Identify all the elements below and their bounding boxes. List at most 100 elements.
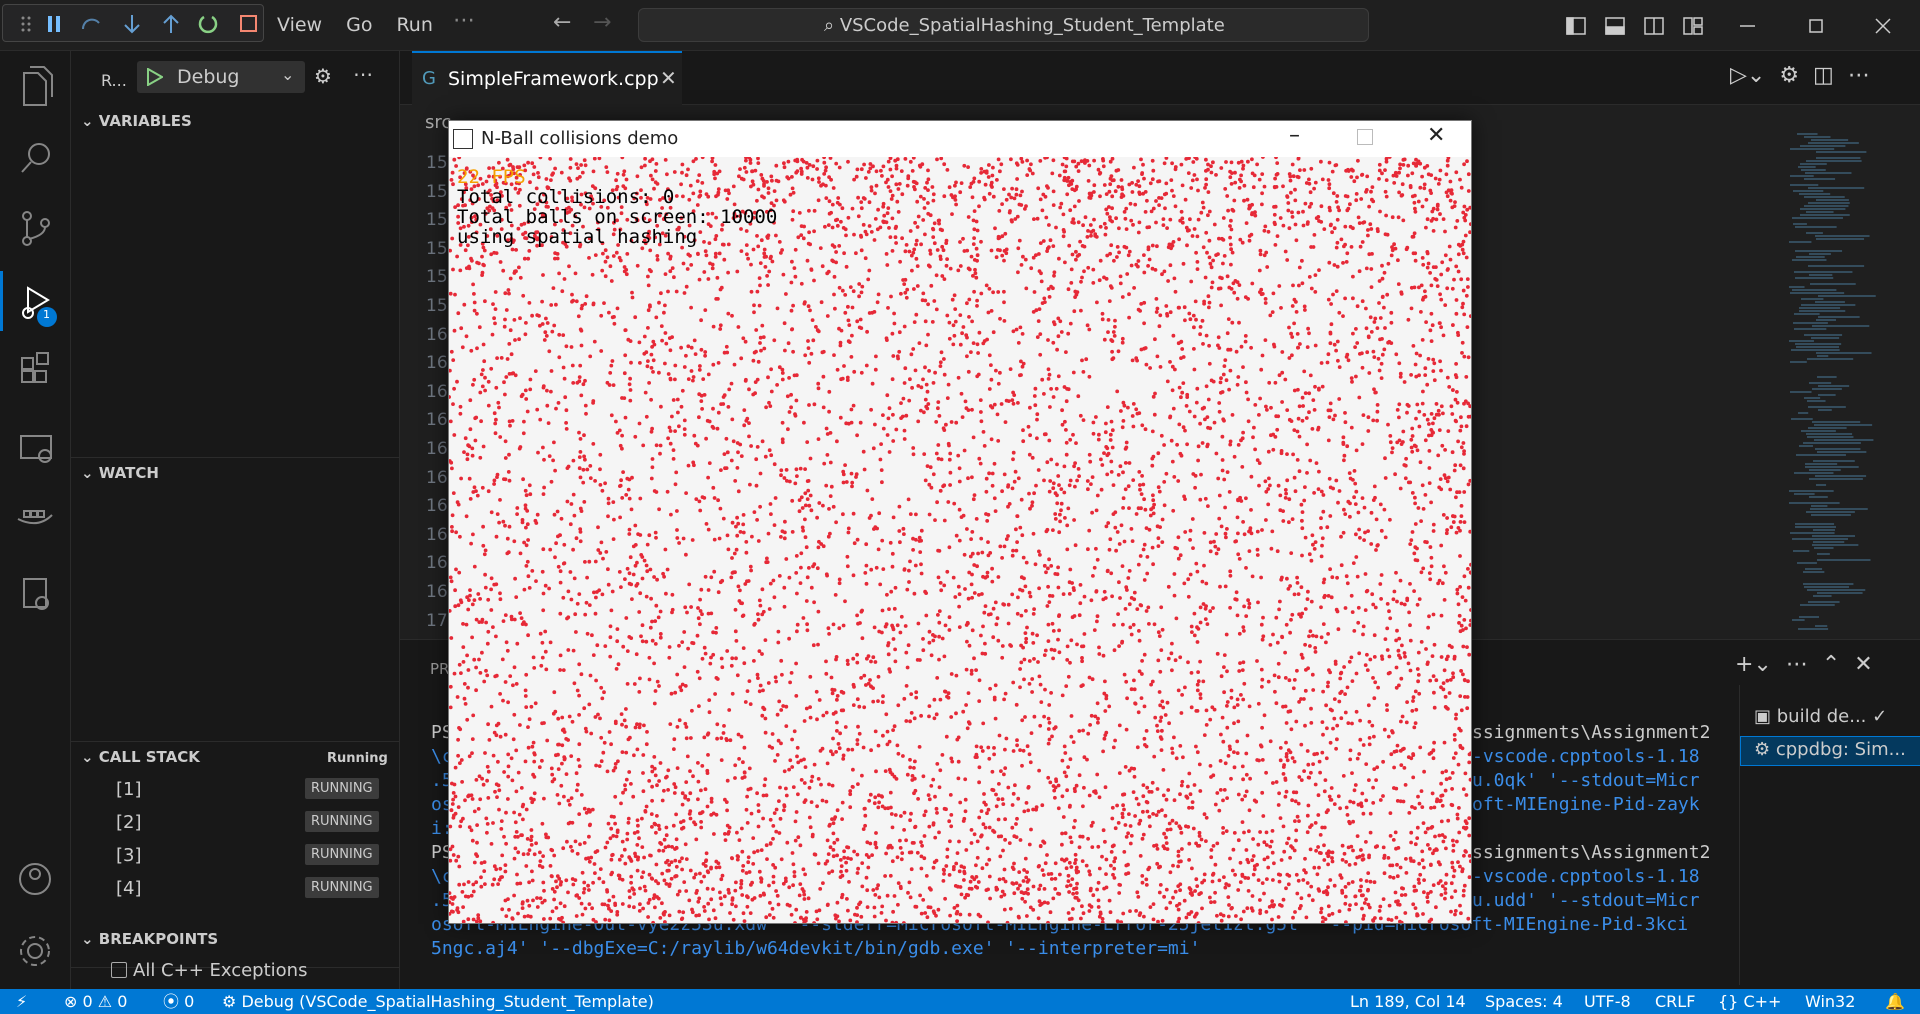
- line-number: 15: [426, 153, 448, 173]
- editor-actions[interactable]: ▷⌄ ⚙ ◫ ⋯: [1730, 63, 1870, 88]
- app-icon: [453, 129, 473, 149]
- minimap-lines: [1789, 133, 1876, 630]
- watch-title: WATCH: [98, 464, 159, 482]
- tab[interactable]: G SimpleFramework.cpp ✕: [412, 51, 682, 106]
- sidebar: R... Debug ⌄ ⚙ ⋯ ⌄ VARIABLES ⌄ WATCH ⌄ C…: [71, 51, 400, 989]
- tab-title: SimpleFramework.cpp: [448, 68, 659, 90]
- run-icon: [147, 68, 163, 86]
- breakpoint-label: All C++ Exceptions: [133, 960, 308, 981]
- ports[interactable]: ⦿ 0: [163, 992, 195, 1011]
- game-title-bar: N-Ball collisions demo – ✕: [449, 121, 1471, 157]
- activity-bar: 1: [0, 51, 71, 989]
- line-number: 16: [426, 439, 448, 459]
- terminal-text: -vscode.cpptools-1.18: [1472, 866, 1700, 887]
- command-center[interactable]: ⌕ VSCode_SpatialHashing_Student_Template: [638, 8, 1369, 42]
- terminal-item[interactable]: ⚙ cppdbg: Sim...: [1754, 739, 1906, 760]
- settings-icon[interactable]: ⚙: [314, 64, 332, 88]
- tab-icon: G: [422, 68, 436, 89]
- nav-back[interactable]: ←: [553, 10, 572, 35]
- thread-name[interactable]: [4]: [116, 878, 142, 899]
- more-icon[interactable]: ⋯: [353, 62, 373, 86]
- breakpoints-title: BREAKPOINTS: [98, 930, 219, 948]
- hud-line: Total balls on screen: 10000: [457, 206, 778, 228]
- terminal-text: -vscode.cpptools-1.18: [1472, 746, 1700, 767]
- call-stack-state: Running: [327, 751, 388, 766]
- thread-name[interactable]: [1]: [116, 779, 142, 800]
- thread-state: RUNNING: [305, 844, 379, 865]
- position[interactable]: Ln 189, Col 14: [1350, 992, 1466, 1011]
- close[interactable]: ✕: [1427, 123, 1446, 148]
- checkbox[interactable]: [111, 962, 127, 978]
- variables-header[interactable]: ⌄ VARIABLES: [81, 112, 192, 130]
- debug-toolbar: [2, 4, 264, 42]
- ball-canvas: [449, 157, 1471, 923]
- ports-count: 0: [184, 992, 195, 1011]
- terminal-text: .5: [431, 770, 453, 791]
- panel-tab[interactable]: PR: [430, 660, 450, 678]
- remote[interactable]: ⚡: [16, 992, 28, 1011]
- terminal-text: .5: [431, 890, 453, 911]
- notifications[interactable]: 🔔: [1885, 992, 1905, 1011]
- hud: 22 FPS Total collisions: 0 Total balls o…: [457, 167, 777, 247]
- hud-line: using spatial hashing: [457, 226, 698, 248]
- breakpoint-item[interactable]: All C++ Exceptions: [111, 960, 307, 981]
- divider: [71, 967, 400, 968]
- debug-toolbar-icons: [21, 14, 257, 34]
- config-chevron: ⌄: [281, 65, 295, 84]
- config-select[interactable]: Debug ⌄: [137, 61, 305, 93]
- terminal-item[interactable]: ▣ build de... ✓: [1754, 706, 1888, 727]
- errors: 0: [82, 992, 93, 1011]
- terminal-text: PS: [431, 842, 453, 863]
- window-controls: [1566, 17, 1891, 35]
- line-number: 16: [426, 496, 448, 517]
- terminal-text: u.0qk' '--stdout=Micr: [1472, 770, 1700, 791]
- watch-header[interactable]: ⌄ WATCH: [81, 464, 159, 482]
- tab-bar: G SimpleFramework.cpp ✕ ▷⌄ ⚙ ◫ ⋯: [400, 51, 1920, 106]
- line-number: 16: [426, 582, 448, 602]
- minimize[interactable]: –: [1289, 123, 1300, 148]
- title-bar: View Go Run ⋯ ← → ⌕ VSCode_SpatialHashing_…: [0, 0, 1920, 51]
- terminal-text: PS: [431, 722, 453, 743]
- line-number: 17: [426, 610, 448, 631]
- menu-item[interactable]: View: [277, 14, 323, 36]
- eol[interactable]: CRLF: [1655, 992, 1696, 1011]
- terminal-name: cppdbg: Sim...: [1775, 739, 1906, 760]
- thread-name[interactable]: [2]: [116, 812, 142, 833]
- panel-actions[interactable]: +⌄ ⋯ ⌃ ✕: [1735, 652, 1873, 677]
- line-number: 16: [426, 553, 448, 574]
- menu-more[interactable]: ⋯: [453, 8, 475, 33]
- game-title: N-Ball collisions demo: [481, 128, 679, 149]
- terminal-text: ssignments\Assignment2: [1472, 722, 1711, 743]
- debug-badge: 1: [43, 308, 50, 321]
- menu-item[interactable]: Run: [396, 14, 433, 36]
- menu-item[interactable]: Go: [346, 14, 373, 36]
- encoding[interactable]: UTF-8: [1584, 992, 1631, 1011]
- debug-status[interactable]: ⚙ Debug (VSCode_SpatialHashing_Student_T…: [222, 992, 654, 1011]
- spaces[interactable]: Spaces: 4: [1485, 992, 1563, 1011]
- run-label: R...: [101, 71, 127, 90]
- tab-close[interactable]: ✕: [660, 66, 677, 90]
- line-number: 16: [426, 353, 448, 374]
- breadcrumb: src: [425, 112, 452, 133]
- thread-state: RUNNING: [305, 877, 379, 898]
- search-label: VSCode_SpatialHashing_Student_Template: [839, 15, 1225, 36]
- thread-state: RUNNING: [305, 778, 379, 799]
- status-bar: ⚡ ⊗ 0 ⚠ 0 ⦿ 0 ⚙ Debug (VSCode_SpatialHas…: [0, 989, 1920, 1014]
- line-number: 15: [426, 267, 448, 288]
- balls: [449, 157, 1471, 923]
- line-number: 15: [426, 210, 448, 231]
- menu-bar: View Go Run: [277, 14, 457, 36]
- platform[interactable]: Win32: [1805, 992, 1856, 1011]
- thread-name[interactable]: [3]: [116, 845, 142, 866]
- maximize[interactable]: [1357, 129, 1373, 145]
- breakpoints-header[interactable]: ⌄ BREAKPOINTS: [81, 930, 219, 948]
- language[interactable]: {} C++: [1718, 992, 1782, 1011]
- nav-forward[interactable]: →: [593, 10, 612, 35]
- hud-line: Total collisions: 0: [457, 186, 675, 208]
- terminal-selected: [1740, 736, 1920, 766]
- call-stack-header[interactable]: ⌄ CALL STACK: [81, 748, 200, 766]
- warnings: 0: [117, 992, 128, 1011]
- game-window: N-Ball collisions demo – ✕ 22 FPS Total …: [448, 120, 1472, 924]
- problems[interactable]: ⊗ 0 ⚠ 0: [64, 992, 128, 1011]
